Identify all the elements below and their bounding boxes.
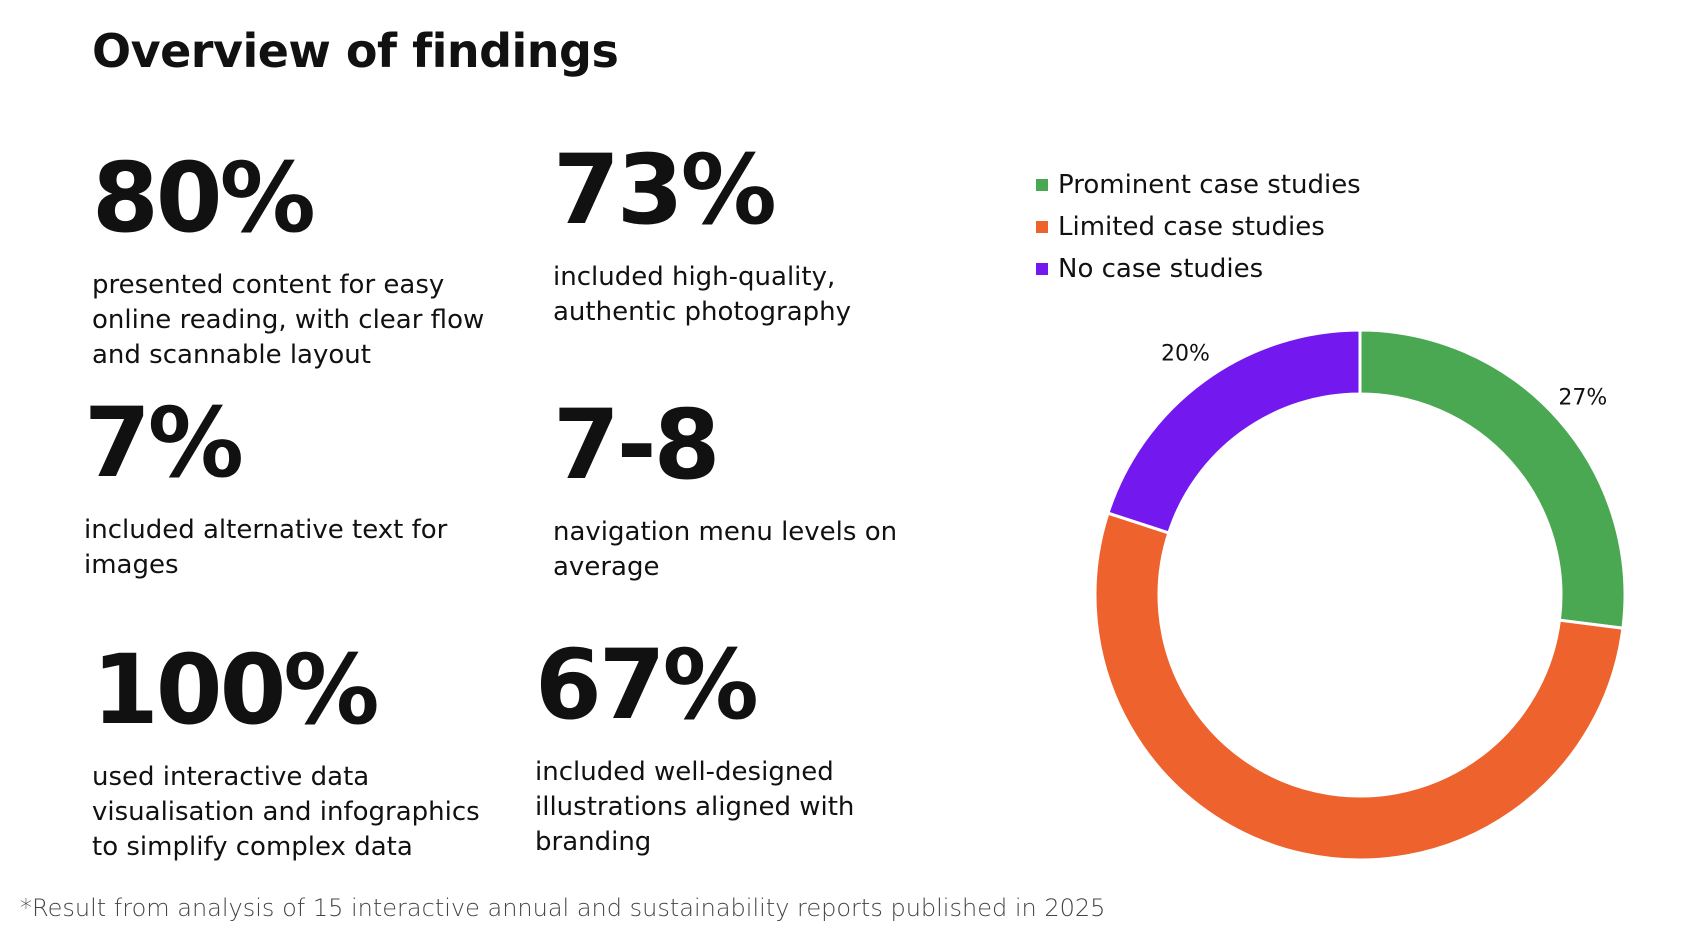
stat-description: included high-quality, authentic photogr… xyxy=(553,262,852,327)
stat-value: 7-8 xyxy=(553,389,720,501)
stat-online-reading: 80% presented content for easy online re… xyxy=(92,150,512,373)
stat-illustrations: 67% included well-designed illustrations… xyxy=(535,637,915,860)
stat-value: 80% xyxy=(92,142,316,254)
slice-limited xyxy=(1093,511,1625,862)
legend-item-none: No case studies xyxy=(1036,248,1361,290)
slice-data-label: 20% xyxy=(1161,342,1210,367)
footnote: *Result from analysis of 15 interactive … xyxy=(20,894,1106,922)
legend-label: No case studies xyxy=(1058,254,1264,284)
stat-description: navigation menu levels on average xyxy=(553,517,898,582)
stat-value: 73% xyxy=(553,134,777,246)
slice-data-label: 27% xyxy=(1558,386,1607,411)
legend-label: Prominent case studies xyxy=(1058,170,1361,200)
stat-value: 7% xyxy=(84,387,244,499)
chart-legend: Prominent case studies Limited case stud… xyxy=(1036,164,1361,290)
stat-description: included alternative text for images xyxy=(84,515,448,580)
stat-value: 67% xyxy=(535,629,759,741)
stat-description: presented content for easy online readin… xyxy=(92,270,485,370)
legend-item-prominent: Prominent case studies xyxy=(1036,164,1361,206)
page-title: Overview of findings xyxy=(92,24,619,78)
stat-alt-text: 7% included alternative text for images xyxy=(84,395,504,583)
slice-none xyxy=(1106,328,1362,535)
stat-navigation-levels: 7-8 navigation menu levels on average xyxy=(553,397,933,585)
legend-label: Limited case studies xyxy=(1058,212,1325,242)
donut-chart: 27%53%20% xyxy=(1093,328,1627,862)
stat-description: included well-designed illustrations ali… xyxy=(535,757,855,857)
stat-value: 100% xyxy=(92,634,380,746)
legend-swatch xyxy=(1036,263,1048,275)
stat-interactive-dataviz: 100% used interactive data visualisation… xyxy=(92,642,512,865)
legend-item-limited: Limited case studies xyxy=(1036,206,1361,248)
slice-prominent xyxy=(1358,328,1627,630)
stat-photography: 73% included high-quality, authentic pho… xyxy=(553,142,933,330)
legend-swatch xyxy=(1036,179,1048,191)
stat-description: used interactive data visualisation and … xyxy=(92,762,480,862)
legend-swatch xyxy=(1036,221,1048,233)
